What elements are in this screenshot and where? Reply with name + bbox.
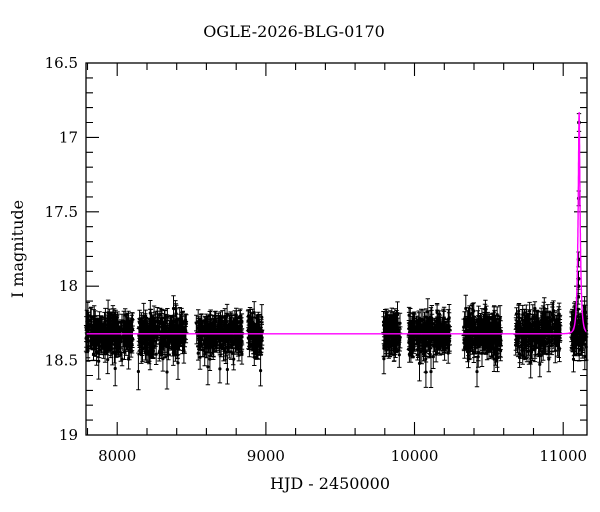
- pspl-model-curve: [86, 111, 588, 335]
- season-markers: [84, 305, 588, 374]
- y-tick-label: 18: [59, 277, 78, 295]
- y-tick-label: 18.5: [45, 352, 78, 370]
- tick-marks: [86, 62, 587, 436]
- x-tick-label: 9000: [247, 447, 285, 465]
- chart-title: OGLE-2026-BLG-0170: [203, 22, 385, 41]
- x-tick-label: 10000: [391, 447, 439, 465]
- x-axis-label: HJD - 2450000: [270, 474, 390, 493]
- y-tick-label: 17.5: [45, 203, 78, 221]
- y-axis-label: I magnitude: [8, 200, 27, 298]
- y-tick-label: 19: [59, 426, 78, 444]
- axis-ticks: [86, 62, 587, 436]
- x-tick-label: 8000: [98, 447, 136, 465]
- axis-tick-labels: 8000 9000 10000 11000 16.5 17 17.5 18 18.5 19: [45, 54, 587, 465]
- y-tick-label: 17: [59, 128, 78, 146]
- y-tick-label: 16.5: [45, 54, 78, 72]
- plot-border: [85, 62, 588, 436]
- model-curve: [86, 111, 588, 335]
- plot-frame: [85, 62, 588, 436]
- season-data-points: [83, 294, 589, 391]
- x-tick-label: 11000: [539, 447, 587, 465]
